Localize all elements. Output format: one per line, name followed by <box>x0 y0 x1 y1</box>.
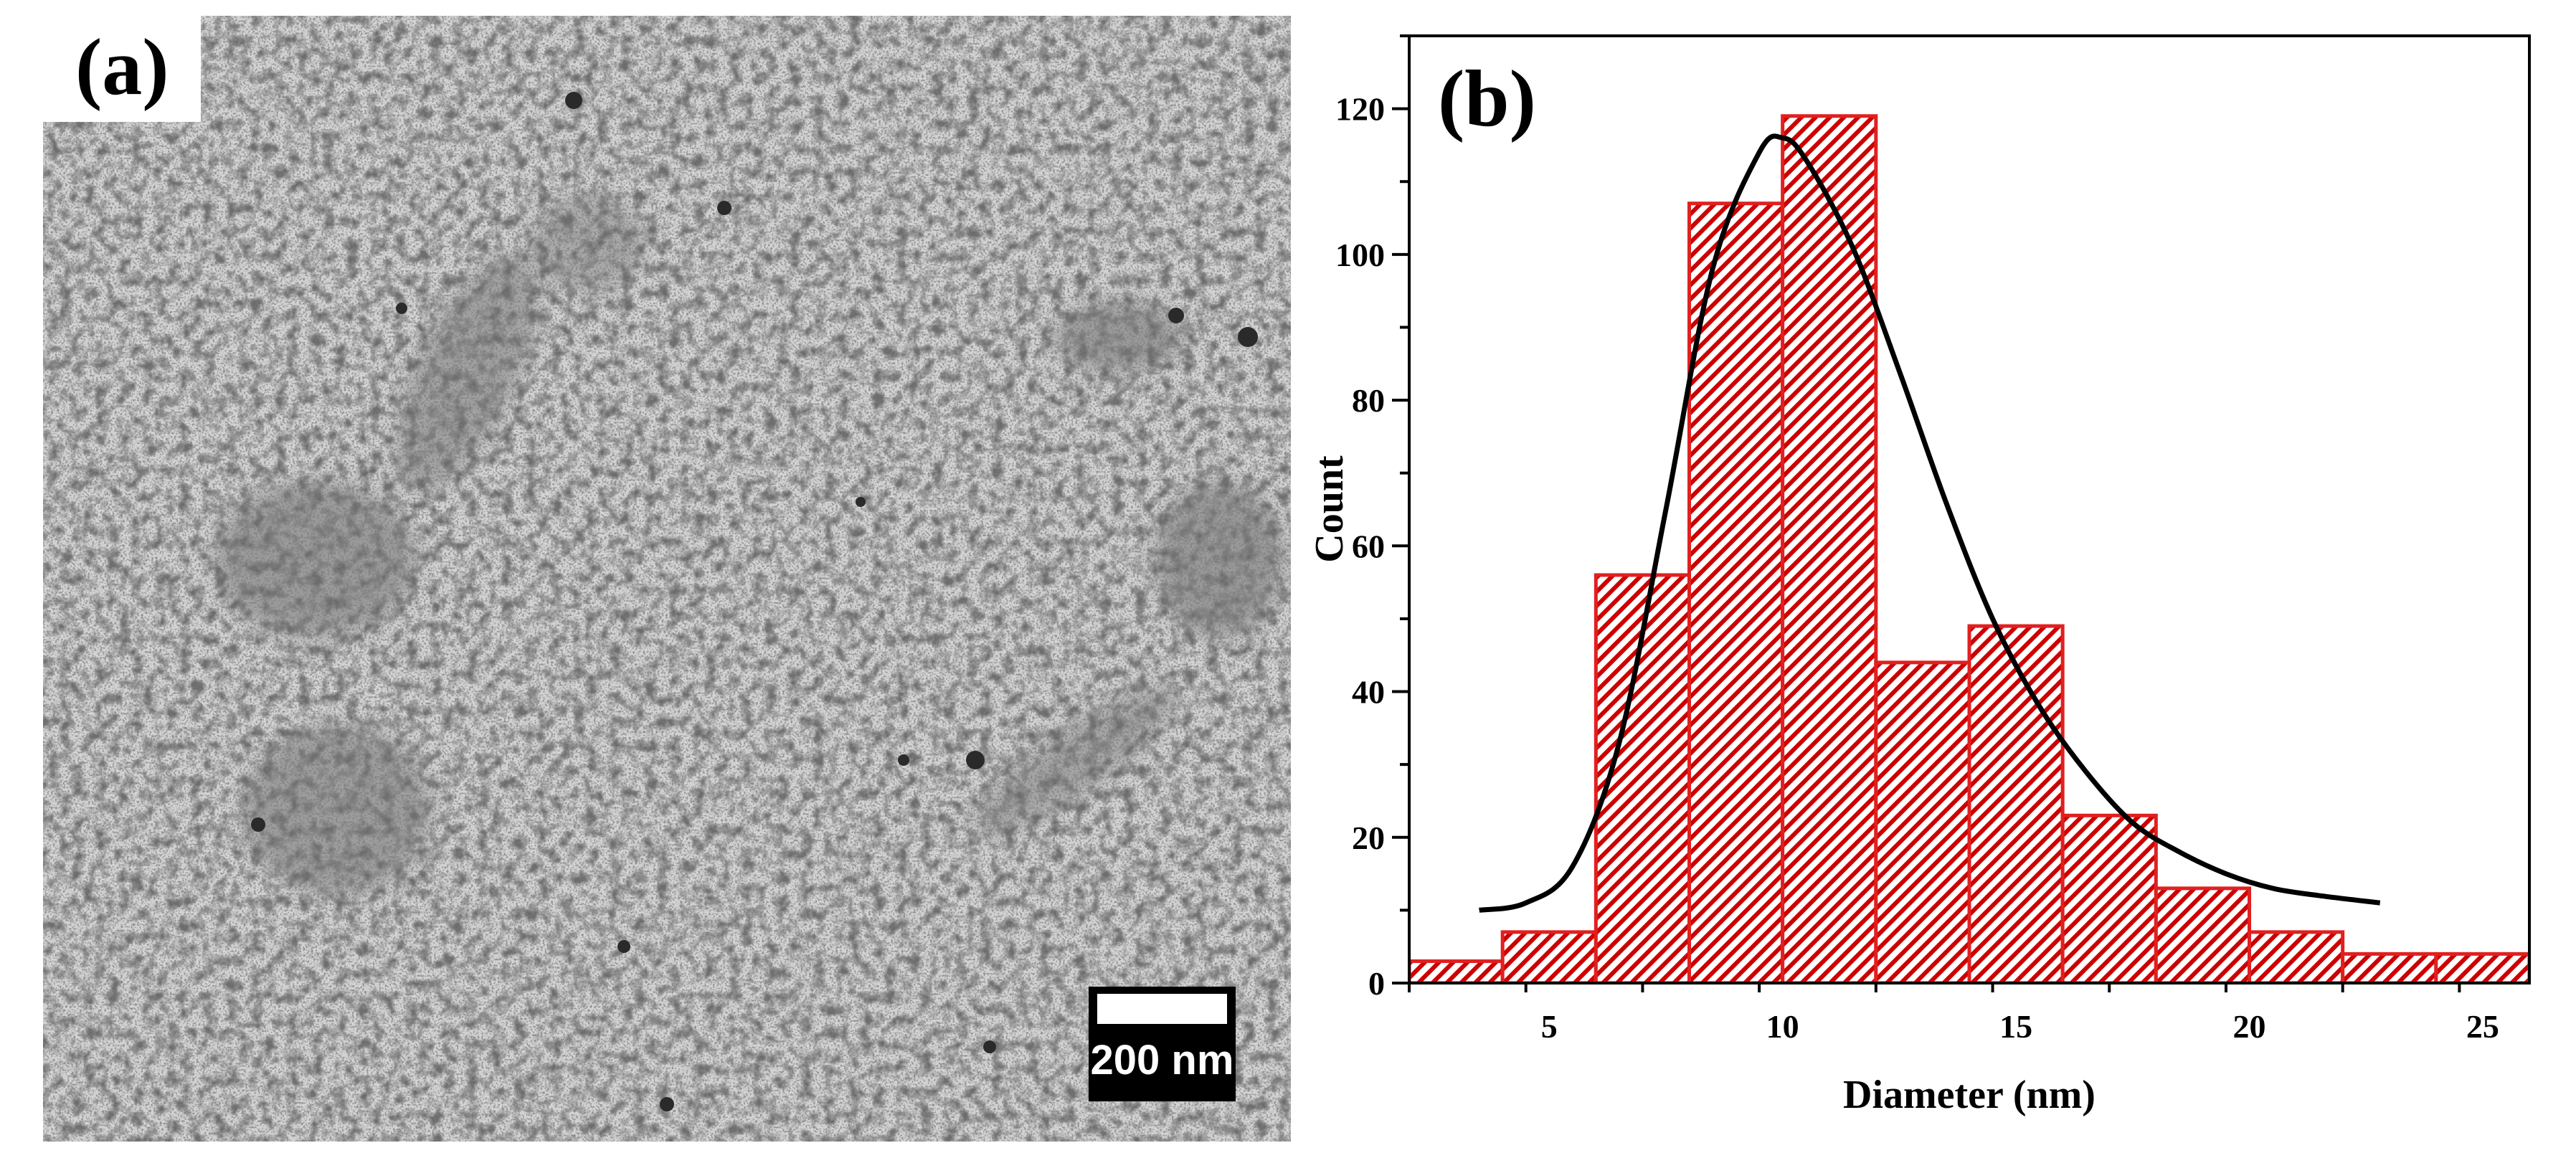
size-distribution-chart: 5 10 15 20 25 0 20 40 60 80 100 120 (b) Diameter (… <box>1307 34 2531 1117</box>
tem-image-panel: (a) 200 nm <box>0 0 1291 1149</box>
histogram-bar <box>2060 813 2158 983</box>
x-tick-label: 15 <box>1999 1008 2032 1045</box>
histogram-bar <box>1781 114 1878 983</box>
fit-curve <box>1479 133 2381 913</box>
y-tick-label: 0 <box>1368 965 1385 1002</box>
histogram-bar <box>2154 886 2252 983</box>
x-tick-label: 20 <box>2233 1008 2266 1045</box>
histogram-bar <box>1500 930 1598 983</box>
y-tick-label: 40 <box>1352 674 1385 711</box>
y-tick-label: 120 <box>1335 91 1385 128</box>
histogram-bar <box>2434 952 2529 983</box>
x-axis-label: Diameter (nm) <box>1843 1073 2096 1117</box>
histogram-bar <box>2248 930 2345 983</box>
x-tick-label: 5 <box>1541 1008 1558 1045</box>
y-tick-label: 60 <box>1352 528 1385 564</box>
x-tick-label: 10 <box>1766 1008 1799 1045</box>
x-tick-label: 25 <box>2466 1008 2499 1045</box>
panel-label-a: (a) <box>75 23 169 112</box>
scale-bar-line <box>1097 994 1227 1024</box>
y-tick-label: 20 <box>1352 820 1385 856</box>
y-axis-label: Count <box>1307 455 1352 563</box>
histogram-bar <box>1687 201 1785 983</box>
histogram-panel: 5 10 15 20 25 0 20 40 60 80 100 120 (b) Diameter (… <box>1291 0 2576 1149</box>
tem-micrograph <box>0 0 1291 1142</box>
histogram-bar <box>1967 624 2065 983</box>
histogram-bar <box>2341 952 2438 983</box>
scale-bar: 200 nm <box>1089 987 1236 1101</box>
y-tick-label: 80 <box>1352 382 1385 419</box>
y-tick-label: 100 <box>1335 237 1385 273</box>
plot-frame <box>1408 34 2531 984</box>
scale-bar-label: 200 nm <box>1090 1037 1234 1083</box>
panel-label-b: (b) <box>1438 54 1536 143</box>
histogram-bar <box>1409 959 1505 983</box>
histogram-bar <box>1874 660 1971 983</box>
